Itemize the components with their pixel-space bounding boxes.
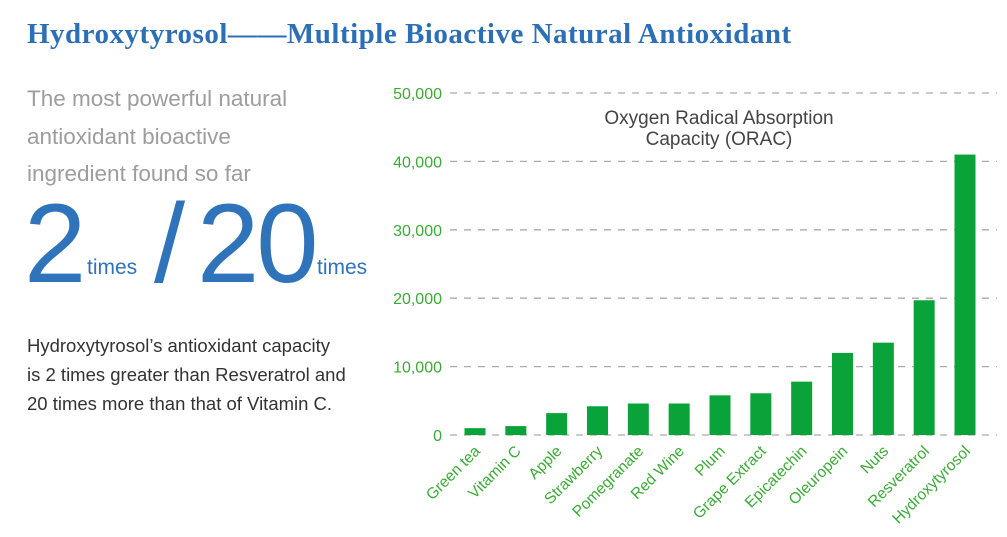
- x-tick-label: Nuts: [858, 443, 893, 478]
- y-tick-label: 50,000: [393, 86, 442, 103]
- bar: [913, 300, 935, 435]
- intro-line: The most powerful natural: [27, 86, 288, 111]
- right-multiplier: 20: [197, 181, 319, 306]
- orac-bar-chart: 0 10,000 20,000 30,000 40,000 50,000 Green te…: [393, 86, 997, 527]
- y-tick-label: 10,000: [393, 360, 442, 377]
- left-multiplier: 2: [24, 181, 86, 306]
- y-axis-ticks: 0 10,000 20,000 30,000 40,000 50,000: [393, 86, 442, 445]
- x-tick-label: Plum: [692, 443, 729, 480]
- chart-title-line: Capacity (ORAC): [646, 129, 793, 150]
- bars: [464, 154, 976, 435]
- intro-line: ingredient found so far: [27, 161, 251, 186]
- bar: [587, 406, 608, 435]
- bar: [627, 403, 649, 435]
- right-unit: times: [317, 256, 368, 279]
- y-tick-label: 30,000: [393, 223, 442, 240]
- comparison-highlight: 2 times / 20 times: [24, 181, 384, 306]
- separator-slash: /: [154, 181, 185, 306]
- page-title: Hydroxytyrosol——Multiple Bioactive Natur…: [27, 18, 792, 50]
- description-line: Hydroxytyrosol’s antioxidant capacity: [27, 335, 330, 356]
- bar: [791, 381, 813, 435]
- bar: [709, 395, 731, 435]
- chart-title-line: Oxygen Radical Absorption: [604, 108, 833, 129]
- bar: [954, 154, 976, 435]
- bar: [505, 426, 527, 435]
- description-line: is 2 times greater than Resveratrol and: [27, 364, 346, 385]
- bar: [464, 428, 486, 435]
- y-tick-label: 20,000: [393, 291, 442, 308]
- intro-line: antioxidant bioactive: [27, 123, 231, 149]
- description-text: Hydroxytyrosol’s antioxidant capacity is…: [27, 331, 377, 418]
- bar: [668, 403, 690, 435]
- bar: [546, 413, 568, 435]
- bar: [832, 352, 853, 435]
- left-unit: times: [87, 256, 138, 279]
- y-tick-label: 40,000: [393, 154, 442, 171]
- bar: [750, 393, 772, 435]
- y-tick-label: 0: [433, 428, 442, 445]
- x-tick-label: Pomegranate: [569, 443, 647, 521]
- description-line: 20 times more than that of Vitamin C.: [27, 393, 333, 414]
- bar: [872, 342, 894, 435]
- intro-text: The most powerful natural antioxidant bi…: [27, 80, 327, 193]
